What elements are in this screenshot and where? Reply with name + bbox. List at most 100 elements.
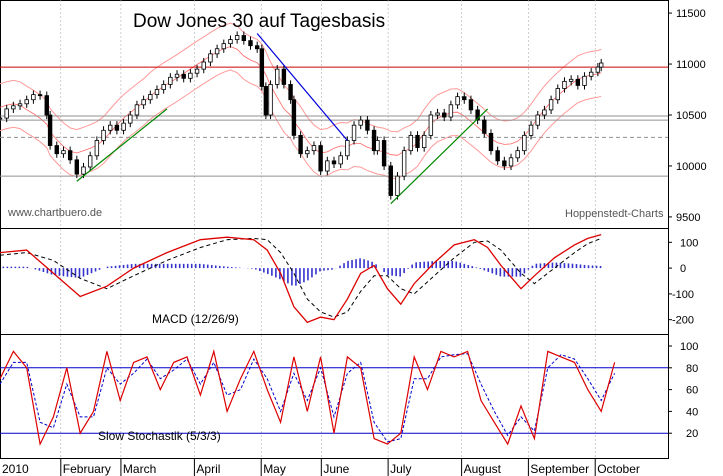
stochastic-panel: 100 80 60 40 20	[0, 334, 698, 459]
price-candle	[248, 40, 253, 47]
macd-line	[0, 233, 602, 324]
macd-panel: 100 0 -100 -200	[0, 228, 698, 335]
price-candle	[181, 73, 186, 79]
price-candle	[582, 75, 587, 86]
price-candle	[318, 145, 323, 172]
price-candle	[31, 94, 36, 101]
moving-average-line	[0, 46, 602, 156]
price-candle	[331, 160, 337, 165]
price-candle	[455, 96, 460, 106]
price-candle	[575, 78, 581, 86]
x-axis-label: April	[196, 462, 220, 476]
price-candle	[17, 103, 23, 107]
price-candle	[415, 134, 420, 149]
price-candle	[522, 134, 527, 152]
price-candle	[134, 104, 140, 116]
price-candle	[365, 119, 370, 131]
price-candle	[488, 132, 494, 152]
price-candle	[442, 112, 447, 118]
price-candle	[61, 150, 66, 155]
price-candle	[268, 84, 273, 116]
price-candle	[495, 150, 500, 162]
price-candle	[263, 86, 269, 116]
x-axis: 2010 February March April May June July August S…	[2, 458, 640, 476]
price-candle	[435, 112, 440, 116]
x-axis-label: March	[123, 462, 156, 476]
price-candle	[74, 159, 80, 175]
price-candle	[395, 175, 400, 196]
price-candle	[325, 160, 330, 172]
price-candle	[482, 119, 487, 134]
price-candle	[141, 99, 146, 106]
price-candle	[351, 124, 357, 141]
price-candle	[241, 35, 247, 42]
price-tick-label: 11000	[676, 59, 706, 71]
price-tick-label: 11500	[676, 8, 706, 20]
price-candle	[121, 122, 126, 131]
x-axis-label: July	[390, 462, 411, 476]
trend-line	[76, 108, 168, 182]
price-candle	[47, 114, 53, 146]
price-candle	[515, 150, 520, 159]
price-candle	[475, 109, 480, 121]
watermark-right: Hoppenstedt-Charts	[565, 208, 664, 220]
price-candle	[275, 68, 280, 85]
macd-tick-label: -100	[672, 289, 694, 301]
price-candle	[548, 99, 554, 111]
stochastic-frame	[0, 334, 669, 459]
stochastic-tick-label: 80	[686, 363, 698, 375]
price-tick-label: 9500	[676, 212, 700, 224]
price-tick-label: 10000	[676, 161, 707, 173]
price-candle	[0, 117, 3, 120]
price-candle	[174, 73, 180, 78]
price-candle	[401, 150, 407, 177]
macd-tick-label: -200	[672, 315, 694, 327]
price-candle	[375, 140, 380, 152]
x-axis-label: October	[597, 462, 640, 476]
price-candle	[214, 48, 220, 55]
price-candle	[281, 68, 287, 85]
price-candle	[108, 124, 113, 131]
chart-title: Dow Jones 30 auf Tagesbasis	[133, 11, 385, 32]
price-candle	[44, 95, 49, 116]
price-candle	[298, 134, 303, 155]
price-candle	[11, 105, 16, 110]
stochastic-label: Slow Stochastik (5/3/3)	[98, 429, 221, 443]
stochastic-k-line	[0, 349, 616, 447]
price-candle	[4, 108, 9, 119]
price-candle	[128, 114, 133, 124]
price-candle	[161, 84, 166, 90]
price-candle	[254, 45, 260, 50]
price-candle	[599, 62, 604, 68]
price-candle	[168, 76, 173, 85]
stochastic-tick-label: 20	[686, 428, 698, 440]
trend-line	[390, 108, 489, 205]
price-candle	[148, 94, 153, 101]
price-frame	[0, 0, 669, 229]
x-axis-label: May	[263, 462, 286, 476]
price-candle	[259, 48, 265, 87]
price-candle	[221, 43, 226, 50]
price-candle	[428, 114, 434, 136]
stochastic-tick-label: 40	[686, 406, 698, 418]
price-candle	[588, 71, 594, 77]
price-candle	[101, 129, 106, 141]
price-panel: 11500 11000 10500 10000 9500	[0, 0, 707, 229]
stochastic-d-line	[0, 353, 616, 443]
macd-label: MACD (12/26/9)	[152, 312, 239, 326]
price-tick-label: 10500	[676, 110, 707, 122]
price-candle	[188, 72, 193, 79]
price-candle	[114, 124, 120, 131]
price-candle	[421, 134, 427, 149]
price-candle	[94, 140, 100, 157]
price-candle	[528, 124, 534, 136]
x-axis-label: 2010	[2, 462, 29, 476]
price-candle	[37, 94, 43, 97]
price-candle	[542, 109, 547, 116]
price-candle	[208, 53, 213, 63]
price-candle	[81, 166, 86, 175]
price-candle	[381, 140, 387, 167]
price-candle	[194, 68, 200, 74]
price-candle	[568, 78, 574, 82]
price-candle	[595, 66, 601, 73]
